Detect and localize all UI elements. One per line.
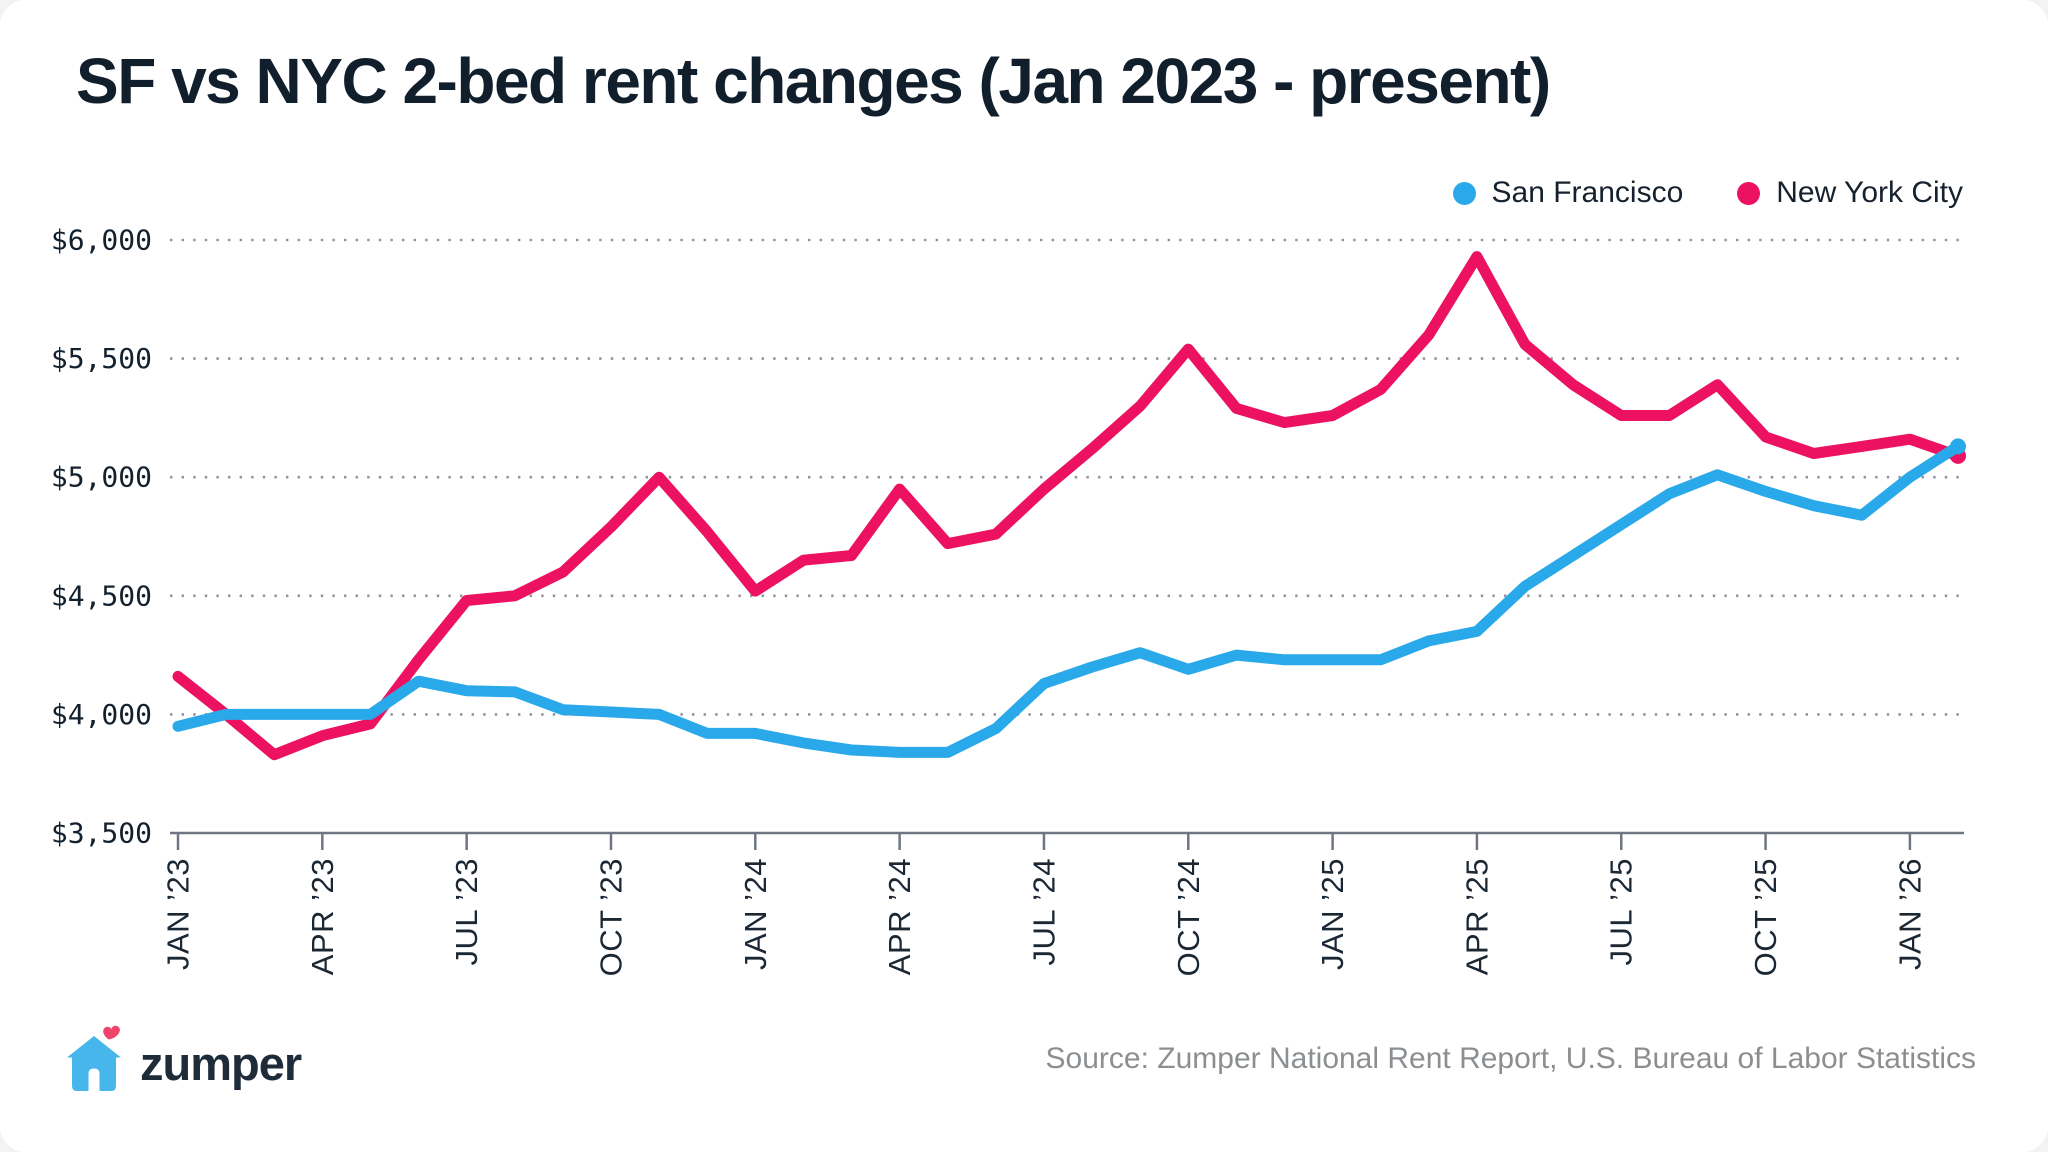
san-francisco-line	[172, 440, 1964, 758]
x-axis-label: OCT ’25	[1748, 858, 1783, 976]
y-axis-label: $4,500	[51, 579, 152, 612]
y-axis-label: $5,500	[51, 342, 152, 375]
x-axis-label: OCT ’23	[593, 858, 628, 976]
new-york-city-dot-icon	[1737, 181, 1761, 205]
x-axis-label: JAN ’24	[738, 858, 773, 970]
san-francisco-dot-icon	[1452, 181, 1476, 205]
x-axis-label: APR ’25	[1459, 858, 1494, 975]
x-axis-label: APR ’23	[305, 858, 340, 975]
san-francisco-end-dot	[1950, 438, 1966, 455]
house-shape	[67, 1036, 121, 1091]
page-title: SF vs NYC 2-bed rent changes (Jan 2023 -…	[76, 45, 1551, 117]
zumper-logo: zumper	[62, 1022, 302, 1094]
x-axis-label: APR ’24	[882, 858, 917, 975]
y-axis-label: $3,500	[51, 817, 152, 850]
y-axis-label: $5,000	[51, 461, 152, 494]
zumper-house-icon	[67, 1025, 121, 1091]
y-axis-label: $6,000	[51, 224, 152, 257]
brand-wordmark: zumper	[140, 1036, 302, 1090]
house-door	[88, 1068, 100, 1091]
x-axis-label: JUL ’24	[1026, 858, 1061, 965]
x-axis-label: JUL ’23	[449, 858, 484, 965]
x-axis-label: JAN ’25	[1315, 858, 1350, 970]
legend-label: San Francisco	[1491, 176, 1684, 209]
x-axis-label: JAN ’23	[161, 858, 196, 970]
legend-item-san-francisco: San Francisco	[1452, 176, 1684, 210]
legend: San Francisco New York City	[1452, 176, 1963, 210]
x-axis-label: OCT ’24	[1171, 858, 1206, 976]
new-york-city-line	[172, 251, 1964, 761]
x-axis-label: JUL ’25	[1604, 858, 1639, 965]
heart-icon	[103, 1025, 120, 1040]
source-note: Source: Zumper National Rent Report, U.S…	[1045, 1042, 1976, 1075]
legend-label: New York City	[1776, 176, 1963, 209]
legend-item-new-york-city: New York City	[1737, 176, 1963, 210]
y-axis-label: $4,000	[51, 698, 152, 731]
x-axis-label: JAN ’26	[1892, 858, 1927, 970]
